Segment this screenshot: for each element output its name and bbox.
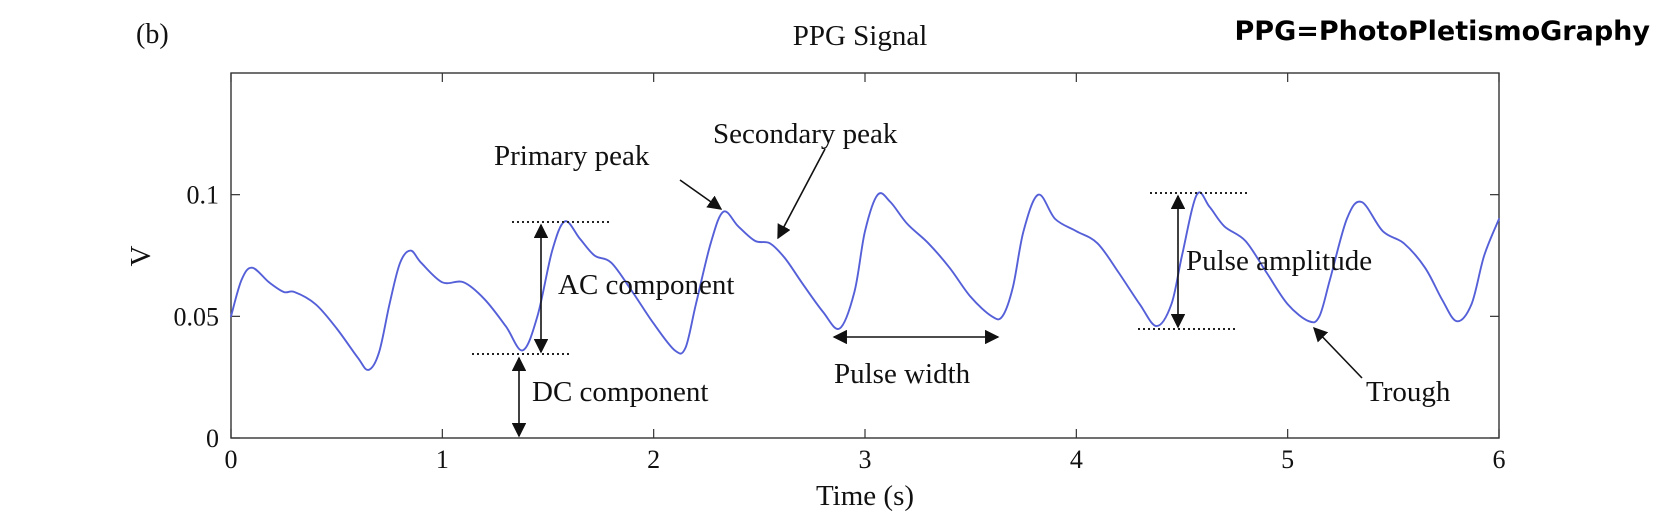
y-axis-label: V — [125, 245, 157, 266]
annotation-trough: Trough — [1366, 376, 1451, 408]
chart-title: PPG Signal — [793, 20, 928, 52]
annotation-pulse-amplitude: Pulse amplitude — [1186, 245, 1372, 277]
trough-arrow — [1313, 326, 1363, 379]
primary-peak-arrow — [679, 179, 723, 210]
secondary-peak-arrow — [777, 148, 826, 240]
annotation-ac-component: AC component — [558, 269, 734, 301]
x-tick-label-6: 6 — [1493, 445, 1506, 474]
y-tick-label-0.1: 0.1 — [187, 181, 220, 210]
y-tick-label-0: 0 — [206, 424, 219, 453]
x-tick-label-2: 2 — [647, 445, 660, 474]
x-tick-label-4: 4 — [1070, 445, 1083, 474]
annotation-dc-component: DC component — [532, 376, 708, 408]
x-axis-ticks: 0 1 2 3 4 5 6 — [225, 73, 1506, 474]
annotation-secondary-peak: Secondary peak — [713, 118, 898, 150]
x-tick-label-0: 0 — [225, 445, 238, 474]
header-note: PPG=PhotoPletismoGraphy — [1235, 16, 1651, 47]
ppg-signal-line — [230, 191, 1500, 371]
y-tick-label-0.05: 0.05 — [174, 302, 220, 331]
y-axis-ticks: 0 0.05 0.1 — [174, 181, 1499, 453]
x-tick-label-3: 3 — [859, 445, 872, 474]
x-tick-label-5: 5 — [1281, 445, 1294, 474]
panel-label: (b) — [136, 19, 169, 50]
annotation-primary-peak: Primary peak — [494, 140, 650, 172]
annotation-pulse-width: Pulse width — [834, 358, 971, 390]
x-tick-label-1: 1 — [436, 445, 449, 474]
x-axis-label: Time (s) — [816, 480, 914, 512]
